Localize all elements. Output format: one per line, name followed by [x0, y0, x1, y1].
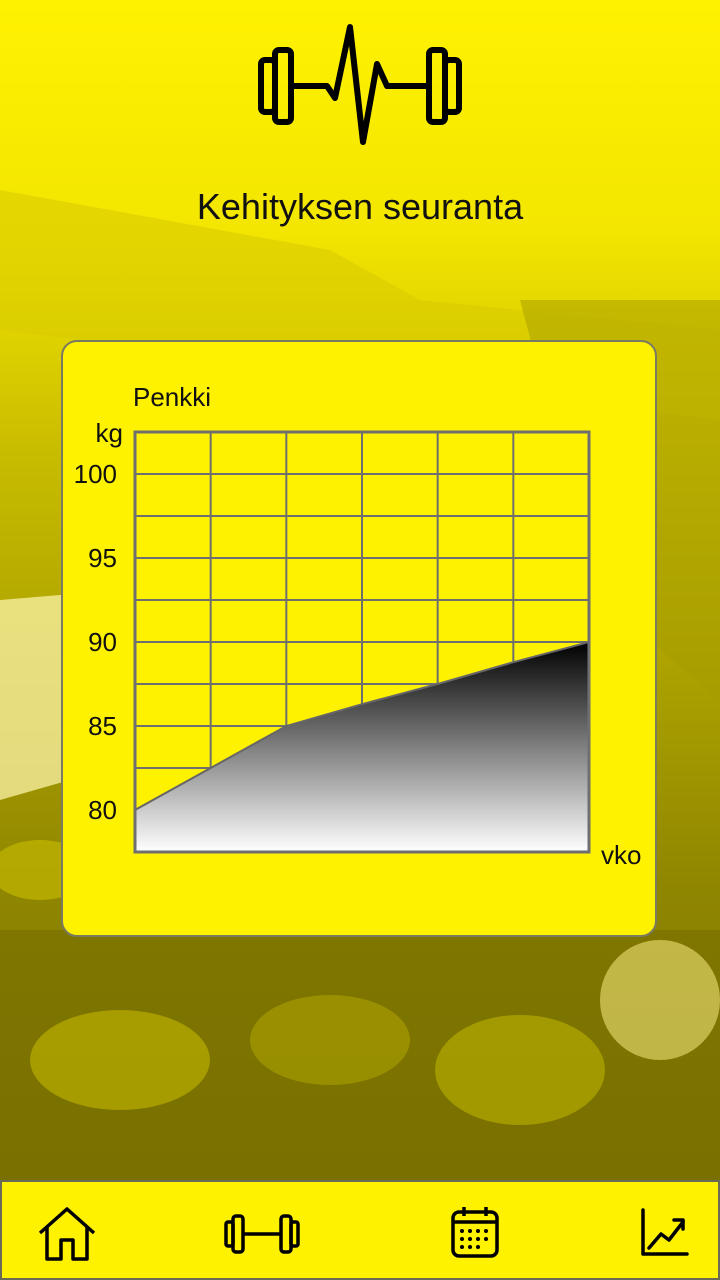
y-axis-label: kg: [96, 418, 123, 448]
nav-home-button[interactable]: [37, 1204, 97, 1264]
progress-chart: 80 85 90 95 100 Penkki kg vko: [74, 382, 642, 870]
nav-workouts-button[interactable]: [224, 1204, 300, 1264]
chart-plot-frame: [133, 430, 591, 854]
progress-chart-card: 80 85 90 95 100 Penkki kg vko: [61, 340, 657, 937]
x-axis-label: vko: [601, 840, 641, 870]
bottom-navigation: [0, 1180, 720, 1280]
nav-calendar-button[interactable]: [445, 1204, 505, 1264]
chart-title: Penkki: [133, 382, 211, 412]
y-tick-label: 80: [88, 795, 117, 825]
y-tick-labels: 80 85 90 95 100: [74, 459, 117, 825]
dumbbell-icon: [224, 1214, 300, 1254]
y-tick-label: 95: [88, 543, 117, 573]
y-tick-label: 90: [88, 627, 117, 657]
y-tick-label: 85: [88, 711, 117, 741]
calendar-icon: [451, 1207, 499, 1258]
dumbbell-heartbeat-icon: [258, 24, 462, 145]
trend-chart-icon: [641, 1208, 689, 1256]
y-tick-label: 100: [74, 459, 117, 489]
page-title: Kehityksen seuranta: [196, 186, 524, 227]
home-icon: [38, 1207, 96, 1261]
nav-progress-button[interactable]: [635, 1204, 695, 1264]
